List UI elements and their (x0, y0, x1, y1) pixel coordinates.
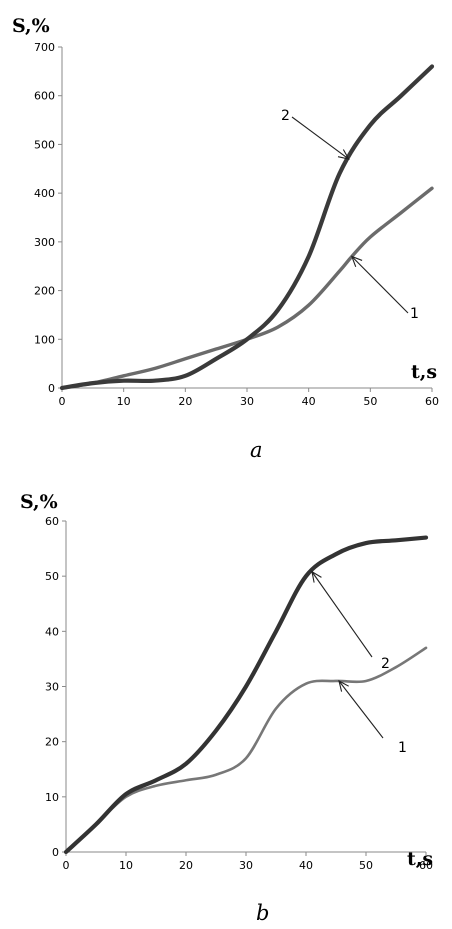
y-tick-label: 200 (34, 285, 55, 298)
series-line-b-1 (64, 646, 428, 854)
y-tick-label: 10 (45, 791, 59, 804)
x-tick-label: 10 (117, 395, 131, 408)
y-tick-label: 50 (45, 570, 59, 583)
y-tick-label: 400 (34, 187, 55, 200)
series-line-b-2 (63, 535, 429, 855)
callout-label-b-series-2: 2 (381, 656, 390, 672)
y-tick-label: 40 (45, 625, 59, 638)
panel-label-a: a (250, 438, 263, 462)
y-tick-label: 0 (52, 846, 59, 859)
panel-label-b: b (256, 901, 269, 925)
x-tick-label: 10 (119, 859, 133, 872)
callout-arrowhead-b-2 (311, 570, 322, 583)
x-tick-label: 0 (59, 395, 66, 408)
y-tick-label: 300 (34, 236, 55, 249)
chart-a: S,% t,s a 2 1 0 100 200 300 400 500 600 700 0 10 2… (12, 15, 439, 462)
x-tick-label: 20 (178, 395, 192, 408)
y-axis-title-a: S,% (12, 15, 50, 37)
x-tick-label: 20 (179, 859, 193, 872)
callout-arrow-b-2 (311, 571, 373, 658)
x-tick-label: 60 (425, 395, 439, 408)
y-tick-label: 700 (34, 41, 55, 54)
y-tick-label: 30 (45, 681, 59, 694)
y-tick-label: 20 (45, 736, 59, 749)
y-tick-label: 0 (48, 382, 55, 395)
callout-arrowhead-b-1 (338, 679, 349, 692)
x-tick-label: 40 (299, 859, 313, 872)
series-line-a-1 (60, 186, 434, 390)
y-axis-title-b: S,% (20, 491, 58, 513)
callout-arrow-a-2 (291, 116, 350, 160)
x-tick-label: 60 (419, 859, 433, 872)
callout-label-b-series-1: 1 (398, 740, 407, 756)
y-tick-label: 100 (34, 333, 55, 346)
x-tick-label: 30 (239, 859, 253, 872)
callout-label-a-series-2: 2 (281, 108, 290, 124)
callout-arrowhead-a-1 (350, 255, 363, 267)
x-axis-title-b: t,s (407, 848, 433, 870)
callout-arrow-a-1 (351, 256, 409, 314)
chart-b: S,% t,s b 2 1 0 10 20 30 40 50 60 0 10 20 30 40 50 60 (20, 491, 433, 925)
x-tick-label: 0 (63, 859, 70, 872)
callout-label-a-series-1: 1 (410, 306, 419, 322)
y-tick-label: 500 (34, 138, 55, 151)
y-tick-label: 600 (34, 90, 55, 103)
callout-arrowhead-a-2 (337, 149, 350, 160)
y-tick-label: 60 (45, 515, 59, 528)
series-line-a-2 (59, 64, 435, 391)
callout-arrow-b-1 (338, 680, 384, 739)
x-tick-label: 30 (240, 395, 254, 408)
x-tick-label: 50 (359, 859, 373, 872)
x-tick-label: 50 (363, 395, 377, 408)
x-tick-label: 40 (302, 395, 316, 408)
x-axis-title-a: t,s (411, 361, 437, 383)
